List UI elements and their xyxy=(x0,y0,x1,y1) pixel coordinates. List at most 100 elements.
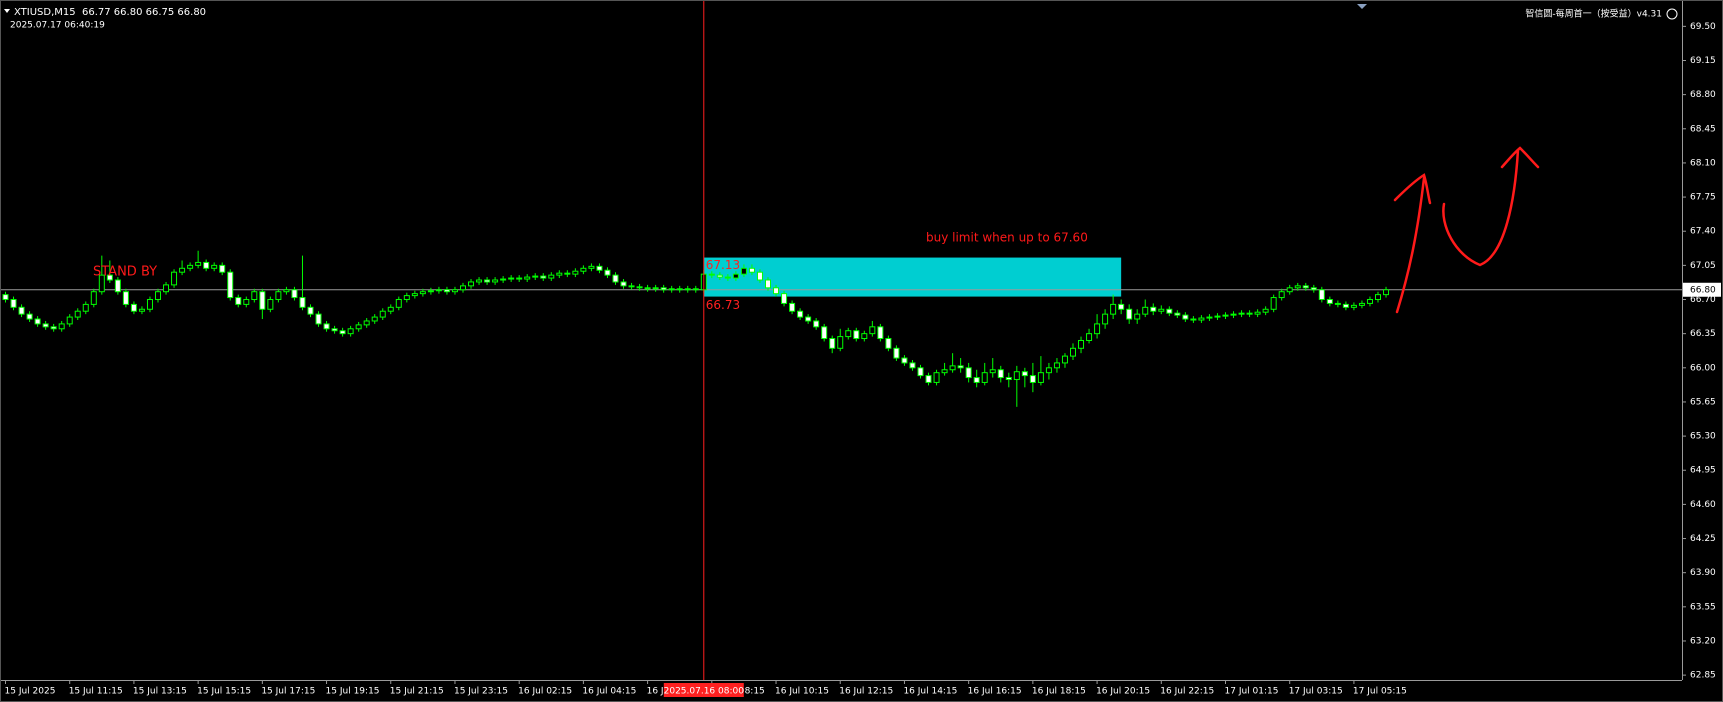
x-tick-label: 15 Jul 19:15 xyxy=(326,687,380,697)
candle xyxy=(612,272,619,285)
candle xyxy=(789,300,796,315)
candle-body xyxy=(1150,306,1157,312)
candle xyxy=(837,328,844,352)
candle xyxy=(363,318,370,328)
y-tick-label: 63.20 xyxy=(1690,636,1716,646)
candle xyxy=(797,308,804,320)
crosshair-label: 2025.07.16 08:00 xyxy=(664,687,745,697)
y-tick-label: 67.40 xyxy=(1690,227,1716,237)
candle-body xyxy=(508,277,515,280)
candle xyxy=(1278,288,1285,301)
candle xyxy=(1383,286,1390,298)
candle xyxy=(58,320,65,332)
candle xyxy=(411,290,418,299)
candle xyxy=(98,255,105,295)
candle xyxy=(604,267,611,279)
x-tick-label: 16 Jul 02:15 xyxy=(518,687,572,697)
candle xyxy=(476,277,483,285)
candle xyxy=(756,269,763,283)
candle-body xyxy=(765,279,771,289)
candle xyxy=(1182,312,1189,322)
candle-body xyxy=(66,316,73,325)
candle xyxy=(1142,299,1149,318)
candle-body xyxy=(2,294,9,301)
candle xyxy=(949,353,956,373)
candle-body xyxy=(74,310,81,318)
candle-body xyxy=(837,336,844,349)
candle xyxy=(1021,367,1028,388)
last-price-label: 66.80 xyxy=(1690,285,1716,295)
candle-body xyxy=(203,261,210,269)
candle-body xyxy=(427,290,434,293)
candle xyxy=(339,327,346,337)
indicator-icon xyxy=(1666,8,1678,20)
candle-body xyxy=(789,302,796,312)
candle-body xyxy=(1190,318,1197,321)
candle-body xyxy=(227,271,234,299)
y-tick-label: 65.65 xyxy=(1690,397,1716,407)
zone xyxy=(703,257,1122,297)
candle xyxy=(909,360,916,371)
candle xyxy=(299,255,306,311)
candle-body xyxy=(1182,314,1189,320)
candle xyxy=(106,260,113,283)
candle-body xyxy=(1334,302,1341,305)
candle xyxy=(668,285,675,293)
candle xyxy=(781,290,788,307)
candle-body xyxy=(1318,289,1325,301)
plot: 67.13 66.73 xyxy=(0,0,1682,680)
candle-body xyxy=(275,291,282,301)
candle-body xyxy=(235,297,242,305)
candle-body xyxy=(1310,287,1317,291)
candle-body xyxy=(355,324,362,330)
candle-body xyxy=(1222,314,1229,317)
candle-body xyxy=(251,291,258,301)
arrow-2 xyxy=(1442,148,1520,267)
candle xyxy=(660,284,667,293)
candle xyxy=(243,296,250,308)
candle xyxy=(1358,300,1365,309)
zone-high-label: 67.13 xyxy=(706,258,740,272)
candle-body xyxy=(925,375,932,383)
candle-body xyxy=(363,320,370,326)
candle-body xyxy=(476,279,483,283)
candle xyxy=(34,316,41,327)
candle-body xyxy=(171,271,178,286)
candle xyxy=(315,311,322,327)
candle-body xyxy=(1102,313,1109,325)
candle xyxy=(1061,353,1068,368)
candle-body xyxy=(219,264,226,273)
last-price-bg xyxy=(1683,282,1721,297)
candle-body xyxy=(1206,316,1213,319)
y-tick-label: 67.05 xyxy=(1690,261,1716,271)
candle-body xyxy=(419,291,426,295)
candle-body xyxy=(1174,312,1181,316)
y-tick-label: 66.00 xyxy=(1690,363,1716,373)
candle xyxy=(138,306,145,315)
candle xyxy=(90,288,97,308)
candle-body xyxy=(1158,308,1165,312)
candle xyxy=(1246,310,1253,318)
candle xyxy=(1238,310,1245,318)
candle-body xyxy=(901,357,908,364)
candle xyxy=(1070,343,1076,360)
buy-limit-note: buy limit when up to 67.60 xyxy=(926,231,1088,245)
y-tick-label: 68.10 xyxy=(1690,158,1716,168)
candle xyxy=(26,311,33,322)
candle-body xyxy=(1070,347,1076,357)
candle-body xyxy=(652,287,659,290)
candle-body xyxy=(853,330,860,340)
candle xyxy=(1158,305,1165,315)
candle-body xyxy=(797,310,804,318)
candle xyxy=(973,369,980,388)
candle-body xyxy=(877,326,884,340)
x-tick-label: 15 Jul 13:15 xyxy=(133,687,187,697)
candle-body xyxy=(1262,308,1269,313)
candle-body xyxy=(1198,317,1205,321)
candle-body xyxy=(371,316,378,322)
candle-body xyxy=(155,291,161,301)
candle-body xyxy=(179,267,186,273)
candle-body xyxy=(339,330,346,335)
candle xyxy=(1094,314,1101,339)
candle-body xyxy=(1358,302,1365,306)
